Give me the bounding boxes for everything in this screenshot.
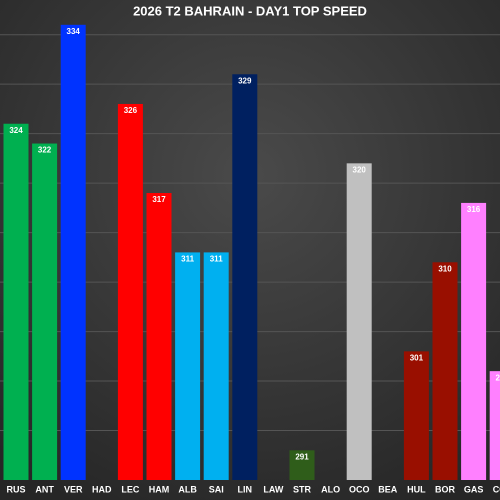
value-label: 322	[38, 146, 52, 155]
value-label: 317	[152, 195, 166, 204]
x-tick-label: HUL	[407, 484, 426, 494]
bar	[432, 262, 458, 480]
value-label: 326	[124, 106, 138, 115]
x-tick-label: BEA	[378, 484, 398, 494]
x-tick-label: LEC	[121, 484, 140, 494]
x-tick-label: BOR	[435, 484, 456, 494]
bar	[3, 123, 29, 480]
bar	[489, 371, 500, 480]
value-label: 311	[210, 255, 223, 264]
value-label: 320	[353, 165, 367, 174]
bar	[232, 74, 258, 480]
value-label: 334	[67, 27, 81, 36]
bar	[403, 351, 429, 480]
x-tick-label: OCO	[349, 484, 370, 494]
x-tick-label: ALO	[321, 484, 340, 494]
bar	[461, 202, 487, 480]
bar	[146, 193, 172, 481]
value-label: 291	[295, 452, 309, 461]
value-label: 329	[238, 76, 252, 85]
x-tick-label: GAS	[464, 484, 484, 494]
x-tick-label: ANT	[35, 484, 54, 494]
value-label: 310	[438, 264, 452, 273]
x-tick-label: ALB	[178, 484, 197, 494]
x-tick-label: HAM	[149, 484, 170, 494]
bar	[60, 24, 86, 481]
x-tick-label: RUS	[6, 484, 25, 494]
x-tick-label: LIN	[238, 484, 253, 494]
bar	[32, 143, 58, 480]
bar	[117, 103, 143, 480]
x-tick-label: LAW	[263, 484, 284, 494]
bar	[346, 163, 372, 481]
value-label: 316	[467, 205, 481, 214]
x-tick-label: COL	[493, 484, 500, 494]
x-tick-label: STR	[293, 484, 312, 494]
bar	[203, 252, 229, 480]
bar	[175, 252, 201, 480]
value-label: 324	[9, 126, 23, 135]
chart-title: 2026 T2 BAHRAIN - DAY1 TOP SPEED	[133, 3, 367, 18]
bar	[289, 450, 315, 480]
value-label: 299	[496, 373, 500, 382]
value-label: 311	[181, 255, 194, 264]
x-tick-label: VER	[64, 484, 83, 494]
value-label: 301	[410, 353, 424, 362]
x-tick-label: SAI	[209, 484, 224, 494]
x-tick-label: HAD	[92, 484, 112, 494]
